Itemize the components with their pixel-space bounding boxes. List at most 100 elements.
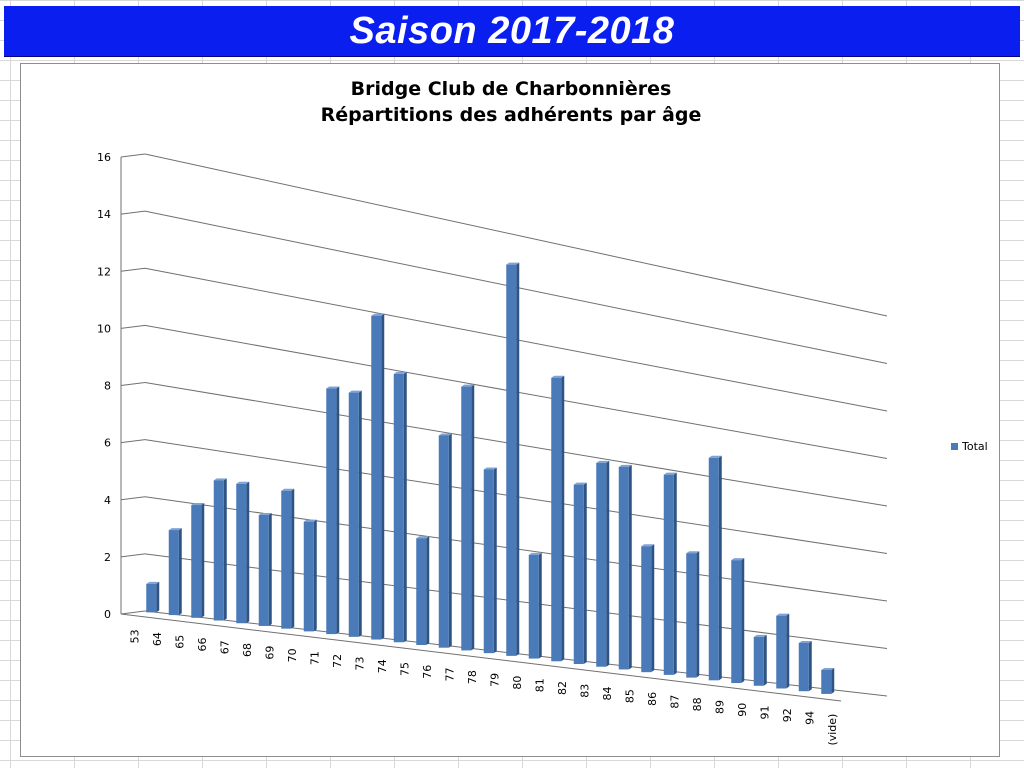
bar: [191, 505, 202, 618]
gridline-side: [120, 496, 146, 501]
gridline: [144, 153, 888, 317]
bar: [348, 392, 359, 637]
bar-top: [776, 613, 790, 616]
bar-side: [313, 519, 317, 632]
x-tick-label: 64: [151, 632, 164, 646]
chart-title-line-1: Bridge Club de Charbonnières: [350, 78, 672, 100]
x-tick-label: 81: [533, 678, 546, 692]
gridline-side: [120, 324, 146, 329]
bar-side: [718, 455, 722, 681]
legend-label: Total: [962, 440, 988, 453]
bar-side: [493, 467, 497, 654]
y-tick-label: 12: [97, 265, 111, 278]
bar-top: [506, 262, 520, 265]
bar-top: [146, 581, 160, 584]
bar-top: [438, 433, 452, 436]
x-tick-label: 68: [241, 643, 254, 657]
bar-side: [786, 613, 790, 689]
bar-side: [516, 262, 520, 656]
x-tick-label: 79: [488, 673, 501, 687]
x-tick-label: 86: [646, 692, 659, 706]
y-tick-label: 10: [97, 322, 111, 335]
bar: [753, 636, 764, 686]
x-tick-label: 85: [623, 689, 636, 703]
bar-top: [821, 667, 835, 670]
x-tick-label: 90: [736, 703, 749, 717]
bar-side: [336, 386, 340, 635]
bar: [596, 462, 607, 667]
bar-side: [471, 384, 475, 651]
bar: [821, 669, 832, 694]
bar-side: [741, 558, 745, 684]
y-tick-label: 4: [104, 494, 111, 507]
x-tick-label: 74: [376, 659, 389, 673]
bar-side: [628, 464, 632, 670]
bar-top: [528, 552, 542, 555]
y-tick-label: 16: [97, 151, 111, 164]
bar-top: [258, 513, 272, 516]
bar-side: [651, 544, 655, 673]
x-tick-label: 66: [196, 638, 209, 652]
bar-side: [381, 313, 385, 640]
bar-side: [763, 634, 767, 686]
bar-top: [461, 384, 475, 387]
gridline-side: [120, 553, 146, 558]
x-axis-line: [120, 613, 842, 702]
bar-top: [371, 313, 385, 316]
x-tick-label: 83: [578, 684, 591, 698]
bar-side: [426, 536, 430, 645]
chart-area[interactable]: Bridge Club de Charbonnières Répartition…: [20, 63, 1000, 757]
gridline-side: [120, 382, 146, 386]
bar-top: [281, 488, 295, 491]
x-tick-label: 87: [668, 695, 681, 709]
bar-top: [798, 640, 812, 643]
bar-side: [831, 667, 835, 694]
bar: [213, 480, 224, 621]
x-tick-label: 78: [466, 670, 479, 684]
bar-top: [348, 390, 362, 393]
legend: Total: [951, 440, 988, 453]
season-banner: Saison 2017-2018: [4, 6, 1020, 57]
season-title: Saison 2017-2018: [349, 9, 675, 52]
x-tick-label: 77: [443, 667, 456, 681]
bar-side: [223, 478, 227, 621]
bar: [258, 515, 269, 626]
chart-title: Bridge Club de Charbonnières Répartition…: [21, 76, 1001, 128]
bar-side: [246, 481, 250, 624]
bar: [686, 553, 697, 678]
gridline-side: [120, 267, 146, 272]
bar: [168, 530, 179, 616]
bar-top: [213, 478, 227, 481]
bar: [776, 615, 787, 689]
bar-top: [686, 551, 700, 554]
bar: [326, 388, 337, 635]
bar-top: [753, 634, 767, 637]
bar: [438, 435, 449, 648]
bar-side: [583, 482, 587, 665]
bar-side: [291, 488, 295, 629]
bar: [236, 483, 247, 624]
bar-side: [178, 528, 182, 616]
x-tick-label: 84: [601, 686, 614, 700]
x-tick-label: (vide): [826, 714, 839, 746]
x-tick-label: 91: [758, 705, 771, 719]
x-tick-label: 53: [128, 629, 141, 643]
x-tick-label: 88: [691, 697, 704, 711]
bar: [528, 554, 539, 659]
bar: [393, 373, 404, 643]
y-tick-label: 6: [104, 437, 111, 450]
x-tick-label: 72: [331, 654, 344, 668]
bar: [708, 457, 719, 681]
bar: [146, 583, 157, 613]
x-tick-label: 70: [286, 648, 299, 662]
bar-side: [201, 503, 205, 618]
chart-title-line-2: Répartitions des adhérents par âge: [320, 104, 702, 126]
bar-side: [156, 581, 160, 613]
bar-top: [731, 558, 745, 561]
x-tick-label: 92: [781, 708, 794, 722]
bar: [573, 484, 584, 665]
y-tick-label: 0: [104, 608, 111, 621]
bar-top: [483, 467, 497, 470]
bar-side: [673, 472, 677, 675]
